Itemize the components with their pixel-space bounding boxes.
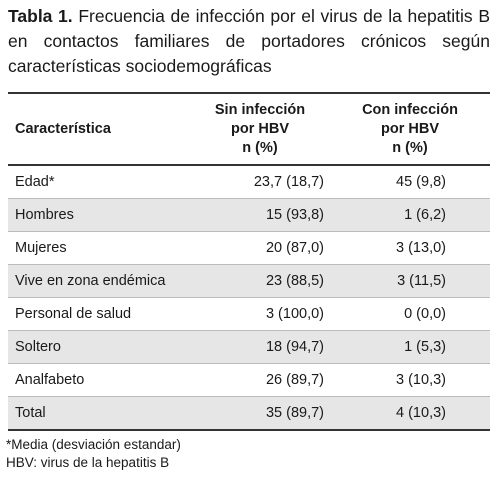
table-cell: 4 (10,3) [330, 396, 490, 430]
table-cell: Hombres [8, 198, 190, 232]
header-cell: Característica [8, 93, 190, 165]
table-cell: 45 (9,8) [330, 164, 490, 199]
table-row: Vive en zona endémica 23 (88,5) 3 (11,5) [8, 264, 490, 298]
table-cell: 26 (89,7) [190, 363, 330, 397]
table-cell: 0 (0,0) [330, 297, 490, 331]
table-cell: Total [8, 396, 190, 430]
table-cell: 35 (89,7) [190, 396, 330, 430]
table-cell: 23 (88,5) [190, 264, 330, 298]
table-cell: 3 (11,5) [330, 264, 490, 298]
table-body: Edad* 23,7 (18,7) 45 (9,8) Hombres 15 (93,8)… [8, 164, 490, 430]
header-line: por HBV [231, 120, 289, 137]
header-line: por HBV [381, 120, 439, 137]
table-row: Mujeres 20 (87,0) 3 (13,0) [8, 231, 490, 265]
header-line: n (%) [392, 139, 428, 156]
table-row: Personal de salud 3 (100,0) 0 (0,0) [8, 297, 490, 331]
table-cell: 1 (5,3) [330, 330, 490, 364]
table-row: Analfabeto 26 (89,7) 3 (10,3) [8, 363, 490, 397]
header-cell: Con infección por HBV n (%) [330, 93, 490, 165]
footnote: *Media (desviación estandar) [6, 437, 181, 452]
table-cell: 3 (13,0) [330, 231, 490, 265]
table-cell: Edad* [8, 164, 190, 199]
table-cell: 20 (87,0) [190, 231, 330, 265]
table-cell: Mujeres [8, 231, 190, 265]
table-row: Total 35 (89,7) 4 (10,3) [8, 396, 490, 430]
table-cell: Vive en zona endémica [8, 264, 190, 298]
table-cell: Soltero [8, 330, 190, 364]
table-cell: 15 (93,8) [190, 198, 330, 232]
table: Característica Sin infección por HBV n (%) C… [8, 92, 490, 431]
header-line: Con infección [362, 101, 458, 118]
table-row: Edad* 23,7 (18,7) 45 (9,8) [8, 164, 490, 199]
footnotes: *Media (desviación estandar) HBV: virus d… [6, 436, 181, 472]
title-text: Frecuencia de infección por el virus de … [8, 6, 490, 76]
table-title: Tabla 1. Frecuencia de infección por el … [8, 4, 490, 79]
header-row: Característica Sin infección por HBV n (%) C… [8, 93, 490, 165]
table-cell: 18 (94,7) [190, 330, 330, 364]
table-cell: 1 (6,2) [330, 198, 490, 232]
table-row: Soltero 18 (94,7) 1 (5,3) [8, 330, 490, 364]
table-cell: 23,7 (18,7) [190, 164, 330, 199]
table-row: Hombres 15 (93,8) 1 (6,2) [8, 198, 490, 232]
header-line: Característica [15, 120, 111, 137]
header-cell: Sin infección por HBV n (%) [190, 93, 330, 165]
footnote: HBV: virus de la hepatitis B [6, 455, 170, 470]
title-label: Tabla 1. [8, 6, 73, 26]
table-cell: 3 (100,0) [190, 297, 330, 331]
table-cell: 3 (10,3) [330, 363, 490, 397]
header-line: Sin infección [214, 101, 306, 118]
table-cell: Analfabeto [8, 363, 190, 397]
table-header: Característica Sin infección por HBV n (%) C… [8, 93, 490, 165]
table-cell: Personal de salud [8, 297, 190, 331]
header-line: n (%) [242, 139, 278, 156]
